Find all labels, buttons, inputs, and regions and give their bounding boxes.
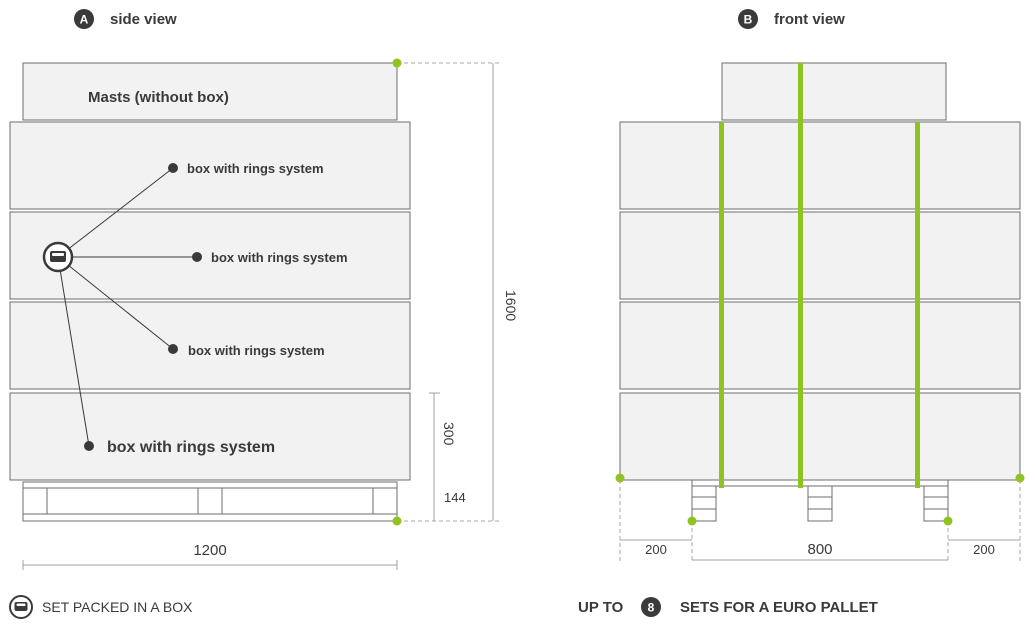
box-icon [42, 241, 74, 273]
legend: SET PACKED IN A BOX [9, 595, 193, 619]
label-dot [168, 163, 178, 173]
green-marker [687, 516, 697, 526]
capacity-suffix: SETS FOR A EURO PALLET [680, 599, 878, 616]
box-1 [9, 121, 411, 210]
dim-middle: 800 [807, 541, 832, 558]
side-view: A side view Masts (without box) [9, 9, 519, 570]
dim-right: 200 [973, 542, 995, 557]
legend-text: SET PACKED IN A BOX [42, 599, 193, 615]
capacity-prefix: UP TO [578, 599, 624, 616]
box-label-2: box with rings system [211, 250, 348, 265]
strap-left [719, 122, 724, 488]
label-dot [192, 252, 202, 262]
side-view-badge-letter: A [80, 13, 89, 27]
box-icon [9, 595, 33, 619]
front-view-badge [738, 9, 758, 29]
box-label-4: box with rings system [107, 439, 275, 456]
box-3 [9, 301, 411, 390]
label-dot [168, 344, 178, 354]
masts-box [22, 62, 398, 121]
green-marker [1015, 473, 1025, 483]
front-box-4 [619, 392, 1021, 481]
box-label-3: box with rings system [188, 343, 325, 358]
capacity-count: 8 [648, 601, 655, 615]
green-marker [615, 473, 625, 483]
side-pallet [22, 481, 398, 522]
capacity-count-badge [641, 597, 661, 617]
front-view-title: front view [774, 11, 845, 28]
strap-right [915, 122, 920, 488]
side-view-title: side view [110, 11, 177, 28]
front-view-badge-letter: B [744, 13, 753, 27]
front-box-1 [619, 121, 1021, 210]
dim-total-height: 1600 [503, 290, 519, 321]
box-label-1: box with rings system [187, 161, 324, 176]
front-masts-box [721, 62, 947, 121]
strap-center [798, 63, 803, 488]
front-pallet [691, 479, 949, 522]
front-box-2 [619, 211, 1021, 300]
label-dot [84, 441, 94, 451]
front-box-3 [619, 301, 1021, 390]
dim-pallet-height: 144 [444, 490, 466, 505]
front-view: B front view [615, 9, 1025, 562]
dim-left: 200 [645, 542, 667, 557]
green-marker [943, 516, 953, 526]
dim-box-height: 300 [441, 422, 457, 446]
capacity-statement: UP TO 8 SETS FOR A EURO PALLET [578, 597, 878, 617]
box-4 [9, 392, 411, 481]
side-view-badge [74, 9, 94, 29]
dim-width: 1200 [193, 542, 226, 559]
green-marker [392, 58, 402, 68]
green-marker [392, 516, 402, 526]
masts-label: Masts (without box) [88, 89, 229, 106]
box-2 [9, 211, 411, 300]
